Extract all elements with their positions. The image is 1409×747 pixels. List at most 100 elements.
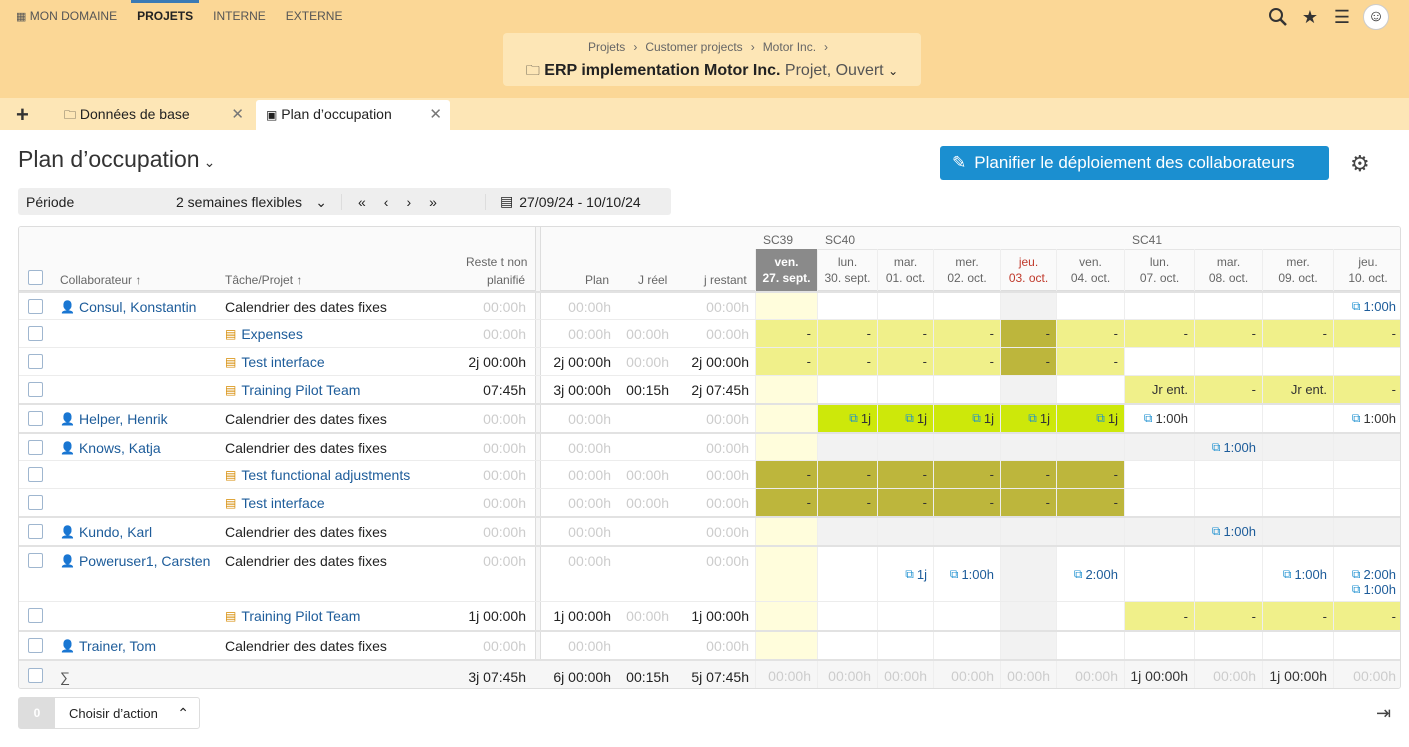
day-cell[interactable]: [1333, 434, 1401, 460]
day-cell[interactable]: ⧉ 1j: [817, 405, 877, 432]
day-cell[interactable]: [817, 293, 877, 319]
row-checkbox[interactable]: [28, 608, 43, 623]
day-cell[interactable]: [1262, 632, 1333, 659]
day-cell[interactable]: -: [933, 348, 1000, 375]
day-cell[interactable]: [1262, 489, 1333, 516]
day-cell[interactable]: [1262, 518, 1333, 545]
row-checkbox[interactable]: [28, 467, 43, 482]
collaborator-name[interactable]: 👤 Helper, Henrik: [60, 405, 168, 433]
tab-donnees-de-base[interactable]: 🗀 Données de base ✕: [54, 100, 252, 130]
day-cell[interactable]: [1262, 434, 1333, 460]
day-cell[interactable]: [1056, 434, 1124, 460]
collaborator-name[interactable]: 👤 Consul, Konstantin: [60, 293, 196, 321]
day-cell[interactable]: [817, 518, 877, 545]
day-cell[interactable]: -: [1262, 320, 1333, 347]
col-collaborateur[interactable]: Collaborateur ↑: [60, 273, 141, 287]
day-cell[interactable]: [1333, 632, 1401, 659]
day-cell[interactable]: [933, 293, 1000, 319]
row-checkbox[interactable]: [28, 524, 43, 539]
breadcrumb-projets[interactable]: Projets: [588, 40, 625, 54]
day-cell[interactable]: [1333, 348, 1401, 375]
day-cell[interactable]: [755, 632, 817, 659]
collaborator-name[interactable]: 👤 Trainer, Tom: [60, 632, 156, 660]
day-cell[interactable]: [817, 376, 877, 403]
period-select[interactable]: 2 semaines flexibles ⌄: [166, 194, 341, 210]
day-cell[interactable]: [1194, 293, 1262, 319]
day-cell[interactable]: ⧉ 1:00h: [1262, 547, 1333, 601]
tab-plan-occupation[interactable]: ▣ Plan d’occupation ✕: [256, 100, 450, 130]
day-cell[interactable]: [1262, 461, 1333, 488]
export-icon[interactable]: ⇥: [1376, 703, 1391, 724]
day-cell[interactable]: ⧉ 1j: [1000, 405, 1056, 432]
add-tab-button[interactable]: +: [16, 102, 29, 128]
day-cell[interactable]: [1262, 293, 1333, 319]
day-cell[interactable]: -: [877, 461, 933, 488]
action-select[interactable]: Choisir d’action: [55, 706, 177, 721]
day-cell[interactable]: [755, 376, 817, 403]
day-header[interactable]: mar. 01. oct.: [877, 249, 933, 291]
day-cell[interactable]: [877, 434, 933, 460]
day-cell[interactable]: -: [1333, 602, 1401, 630]
select-all-checkbox[interactable]: [28, 270, 43, 285]
day-cell[interactable]: ⧉ 1j: [877, 405, 933, 432]
day-cell[interactable]: ⧉ 1:00h: [1194, 518, 1262, 545]
day-cell[interactable]: ⧉ 1j: [933, 405, 1000, 432]
day-cell[interactable]: [1000, 376, 1056, 403]
day-header[interactable]: lun. 30. sept.: [817, 249, 877, 291]
day-cell[interactable]: [1124, 547, 1194, 601]
task-name[interactable]: ▤ Test interface: [225, 489, 325, 517]
task-name[interactable]: ▤ Training Pilot Team: [225, 376, 360, 404]
day-cell[interactable]: -: [1000, 348, 1056, 375]
day-cell[interactable]: [1333, 489, 1401, 516]
day-cell[interactable]: [817, 632, 877, 659]
day-cell[interactable]: -: [1194, 602, 1262, 630]
day-cell[interactable]: [1056, 602, 1124, 630]
col-tache[interactable]: Tâche/Projet ↑: [225, 273, 302, 287]
day-cell[interactable]: -: [933, 489, 1000, 516]
day-cell[interactable]: [755, 547, 817, 601]
day-cell[interactable]: [1262, 348, 1333, 375]
day-cell[interactable]: Jr ent.: [1124, 376, 1194, 403]
day-cell[interactable]: [1056, 518, 1124, 545]
prev-period-button[interactable]: ‹: [384, 194, 389, 210]
day-cell[interactable]: [933, 376, 1000, 403]
close-icon[interactable]: ✕: [231, 105, 244, 123]
nav-interne[interactable]: INTERNE: [213, 8, 266, 28]
day-cell[interactable]: [1000, 547, 1056, 601]
day-cell[interactable]: [877, 518, 933, 545]
day-cell[interactable]: [1194, 405, 1262, 432]
day-cell[interactable]: ⧉ 1:00h: [1333, 405, 1401, 432]
row-checkbox[interactable]: [28, 382, 43, 397]
day-header[interactable]: jeu. 03. oct.: [1000, 249, 1056, 291]
day-cell[interactable]: [1056, 632, 1124, 659]
row-checkbox[interactable]: [28, 495, 43, 510]
settings-sliders-icon[interactable]: ⚙: [1350, 151, 1370, 177]
star-icon[interactable]: ★: [1299, 6, 1321, 28]
day-cell[interactable]: [1124, 518, 1194, 545]
day-cell[interactable]: -: [933, 320, 1000, 347]
day-header[interactable]: ven. 04. oct.: [1056, 249, 1124, 291]
day-cell[interactable]: -: [755, 461, 817, 488]
day-cell[interactable]: [1194, 348, 1262, 375]
plan-deployment-button[interactable]: ✎ Planifier le déploiement des collaborat…: [940, 146, 1329, 180]
day-cell[interactable]: [1056, 293, 1124, 319]
day-cell[interactable]: -: [1194, 376, 1262, 403]
day-cell-extra[interactable]: ⧉ 1:00h: [1333, 575, 1401, 603]
row-checkbox[interactable]: [28, 553, 43, 568]
day-cell[interactable]: [1194, 632, 1262, 659]
day-cell[interactable]: [1262, 405, 1333, 432]
day-cell[interactable]: -: [1124, 602, 1194, 630]
day-cell[interactable]: [817, 434, 877, 460]
day-cell[interactable]: -: [1333, 376, 1401, 403]
row-checkbox[interactable]: [28, 638, 43, 653]
day-cell[interactable]: ⧉ 2:00h: [1056, 547, 1124, 601]
breadcrumb-customer[interactable]: Customer projects: [645, 40, 742, 54]
day-header[interactable]: lun. 07. oct.: [1124, 249, 1194, 291]
day-cell[interactable]: [755, 434, 817, 460]
day-cell[interactable]: -: [817, 461, 877, 488]
nav-externe[interactable]: EXTERNE: [286, 8, 343, 28]
day-cell[interactable]: -: [1000, 489, 1056, 516]
day-cell[interactable]: -: [817, 489, 877, 516]
row-checkbox[interactable]: [28, 299, 43, 314]
date-range[interactable]: ▤ 27/09/24 - 10/10/24: [486, 193, 641, 210]
